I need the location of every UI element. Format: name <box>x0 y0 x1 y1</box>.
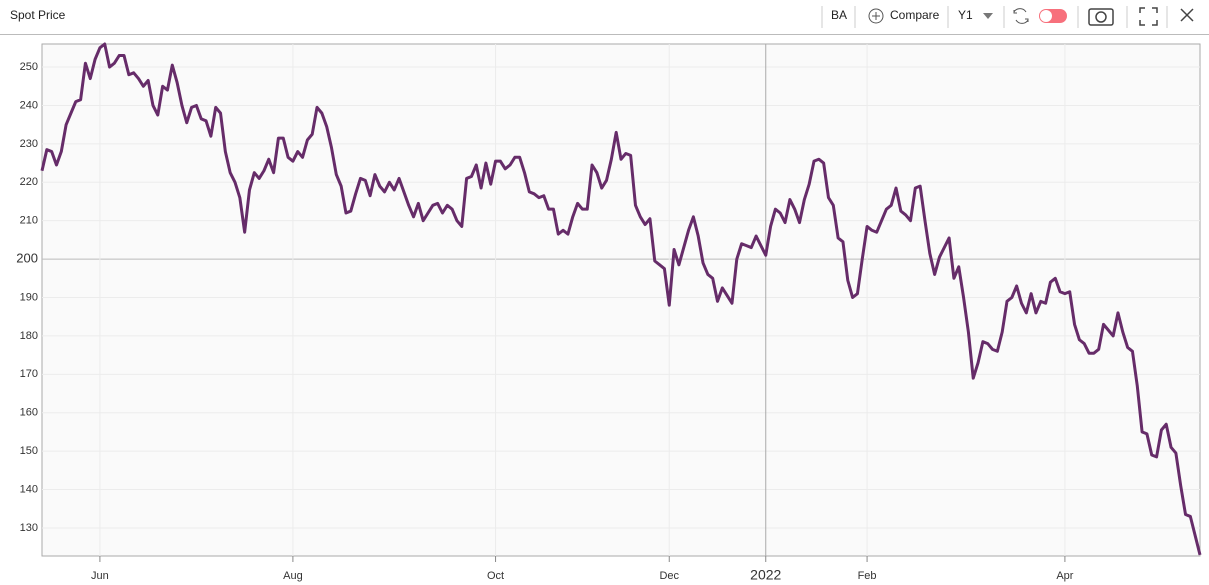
x-tick-label: 2022 <box>750 567 781 583</box>
compare-button[interactable]: Compare <box>868 8 940 24</box>
toggle-knob <box>1040 10 1052 22</box>
price-line <box>40 42 1202 556</box>
y-tick-label: 200 <box>16 251 38 266</box>
y-tick-label: 240 <box>20 99 38 111</box>
x-tick-label: Dec <box>659 570 679 582</box>
y-tick-label: 180 <box>20 330 38 342</box>
y-tick-label: 170 <box>20 368 38 380</box>
y-tick-label: 230 <box>20 138 38 150</box>
y-tick-label: 130 <box>20 522 38 534</box>
x-tick-label: Aug <box>283 570 303 582</box>
range-dropdown[interactable] <box>983 13 993 19</box>
y-tick-label: 160 <box>20 407 38 419</box>
chart-title: Spot Price <box>10 8 66 22</box>
x-tick-label: Feb <box>858 570 877 582</box>
x-tick-label: Oct <box>487 570 504 582</box>
compare-icon <box>872 12 880 20</box>
camera-icon[interactable] <box>1088 8 1114 26</box>
range[interactable]: Y1 <box>958 8 973 22</box>
x-tick-label: Apr <box>1056 570 1073 582</box>
x-tick-label: Jun <box>91 570 109 582</box>
plot-area <box>41 43 1201 557</box>
y-tick-label: 210 <box>20 215 38 227</box>
y-tick-label: 250 <box>20 61 38 73</box>
refresh-icon[interactable] <box>1013 8 1029 24</box>
camera-body <box>1088 8 1114 26</box>
compare-label: Compare <box>890 8 940 22</box>
y-tick-label: 220 <box>20 176 38 188</box>
camera-lens <box>1095 11 1107 23</box>
close-icon[interactable] <box>1180 8 1194 22</box>
y-tick-label: 150 <box>20 445 38 457</box>
compare-icon <box>868 8 884 24</box>
symbol[interactable]: BA <box>831 8 847 22</box>
y-tick-label: 190 <box>20 291 38 303</box>
toolbar <box>0 0 1209 34</box>
fullscreen-icon[interactable] <box>1139 7 1158 26</box>
y-tick-label: 140 <box>20 483 38 495</box>
